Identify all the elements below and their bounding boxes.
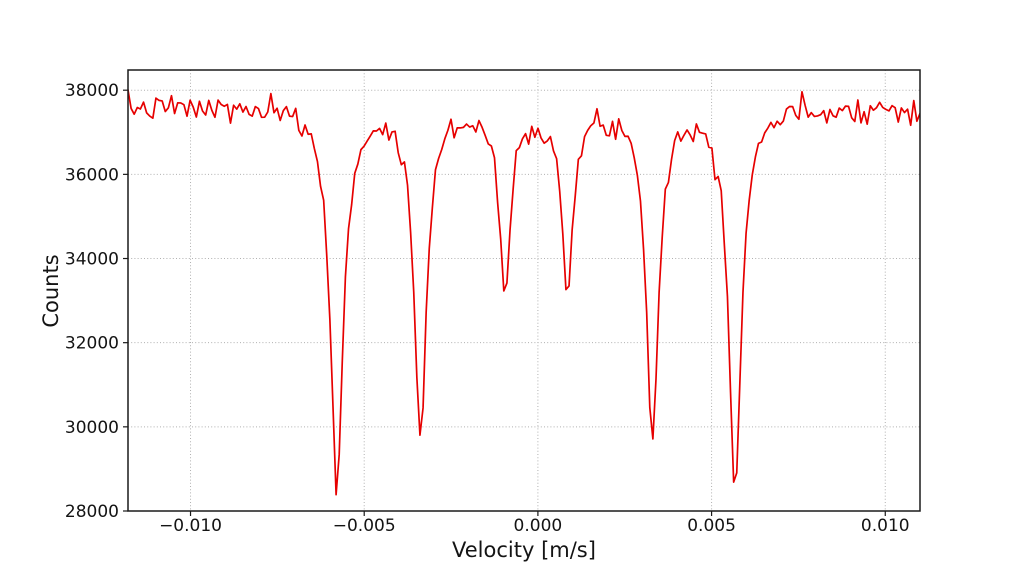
x-tick-label: 0.005 bbox=[687, 516, 736, 536]
axes-frame-layer bbox=[127, 69, 921, 512]
spectrum-line bbox=[128, 89, 920, 496]
tick-label-layer: −0.010 −0.005 0.000 0.005 0.010 28000 30000 320… bbox=[65, 81, 910, 536]
x-tick-label: 0.010 bbox=[861, 516, 910, 536]
x-axis-label: Velocity [m/s] bbox=[452, 538, 596, 562]
y-tick-label: 28000 bbox=[65, 502, 119, 522]
x-tick-label: −0.010 bbox=[159, 516, 222, 536]
tick-layer bbox=[123, 89, 886, 516]
y-tick-label: 38000 bbox=[65, 81, 119, 101]
series-layer bbox=[128, 89, 920, 496]
y-tick-label: 32000 bbox=[65, 334, 119, 354]
x-tick-label: −0.005 bbox=[333, 516, 396, 536]
y-axis-label: Counts bbox=[39, 254, 63, 327]
y-tick-label: 34000 bbox=[65, 250, 119, 270]
x-tick-label: 0.000 bbox=[514, 516, 563, 536]
y-tick-label: 36000 bbox=[65, 165, 119, 185]
axes-frame bbox=[127, 69, 921, 512]
y-tick-label: 30000 bbox=[65, 418, 119, 438]
